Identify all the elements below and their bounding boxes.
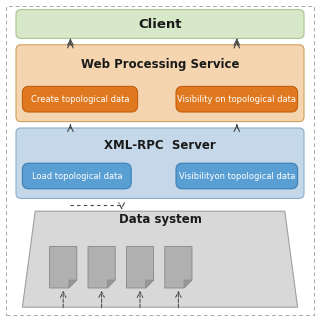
- FancyBboxPatch shape: [16, 10, 304, 38]
- FancyBboxPatch shape: [22, 163, 131, 189]
- Polygon shape: [107, 280, 115, 288]
- Polygon shape: [146, 280, 154, 288]
- Text: Load topological data: Load topological data: [32, 172, 122, 180]
- Text: Create topological data: Create topological data: [31, 95, 129, 104]
- Polygon shape: [88, 246, 115, 288]
- Polygon shape: [50, 246, 77, 288]
- FancyBboxPatch shape: [16, 128, 304, 198]
- Text: Visibilityon topological data: Visibilityon topological data: [179, 172, 295, 180]
- Text: Client: Client: [138, 18, 182, 30]
- Polygon shape: [184, 280, 192, 288]
- Polygon shape: [69, 280, 77, 288]
- Polygon shape: [165, 246, 192, 288]
- FancyBboxPatch shape: [176, 163, 298, 189]
- Polygon shape: [126, 246, 154, 288]
- FancyBboxPatch shape: [16, 45, 304, 122]
- FancyBboxPatch shape: [176, 86, 298, 112]
- Text: Web Processing Service: Web Processing Service: [81, 58, 239, 71]
- Text: XML-RPC  Server: XML-RPC Server: [104, 139, 216, 152]
- Polygon shape: [22, 211, 298, 307]
- Text: Visibility on topological data: Visibility on topological data: [177, 95, 296, 104]
- FancyBboxPatch shape: [22, 86, 138, 112]
- Text: Data system: Data system: [119, 213, 201, 226]
